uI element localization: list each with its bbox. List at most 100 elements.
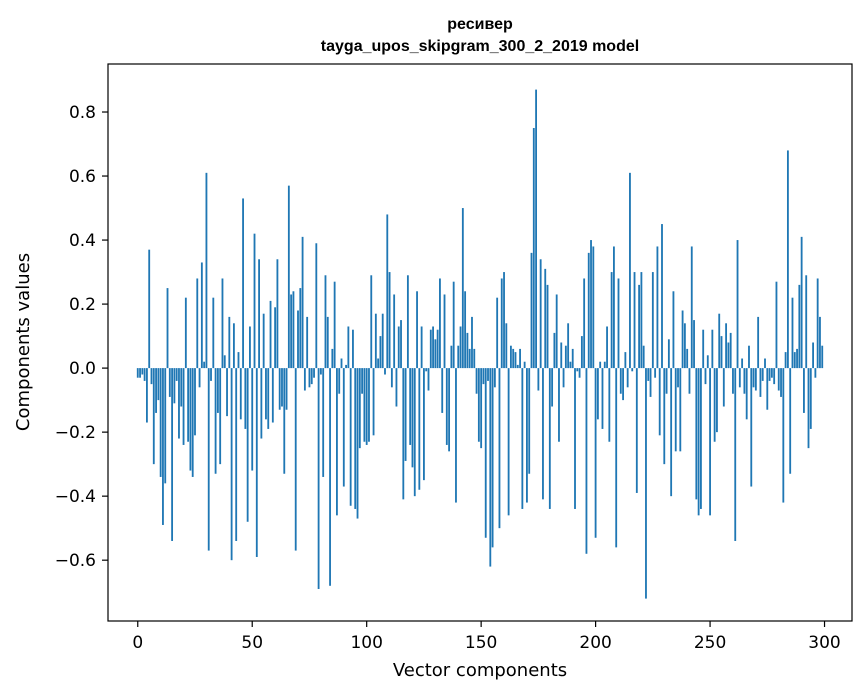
bar [336, 368, 338, 516]
bar [674, 368, 677, 452]
bar [146, 368, 148, 423]
bar [402, 368, 405, 500]
bar [688, 368, 691, 394]
bar [507, 368, 510, 516]
bar [173, 368, 176, 404]
bar [736, 240, 739, 369]
bar [423, 368, 425, 481]
bar [368, 368, 370, 442]
bar [322, 368, 325, 477]
bar [734, 368, 737, 541]
bar [345, 364, 347, 369]
y-tick-label: −0.2 [55, 423, 96, 443]
bar [377, 358, 380, 369]
bar [816, 278, 819, 369]
bar [269, 300, 272, 369]
bar [473, 348, 476, 369]
bar [388, 272, 391, 369]
bar [395, 368, 398, 407]
bar [267, 368, 270, 429]
y-axis-label: Components values [13, 253, 34, 431]
bar [521, 368, 524, 509]
bar [244, 368, 247, 429]
bar [416, 291, 418, 369]
bar [782, 368, 785, 503]
bar [496, 297, 499, 369]
bar [287, 185, 290, 369]
bar [139, 368, 141, 378]
bar [477, 368, 480, 442]
bar [578, 368, 581, 378]
bar [713, 368, 716, 442]
bar [553, 332, 556, 369]
y-axis-ticks: −0.6 −0.4 −0.2 0.0 0.2 0.4 0.6 0.8 [55, 103, 108, 571]
bar [819, 316, 821, 369]
bar [482, 368, 485, 385]
bar [800, 236, 803, 369]
bar [498, 368, 501, 529]
bar [306, 316, 309, 369]
bar [580, 336, 583, 369]
bar [574, 368, 576, 509]
bar [626, 368, 629, 388]
bar [564, 345, 567, 369]
bar [443, 294, 446, 369]
bar [439, 278, 441, 369]
bar [562, 368, 565, 388]
y-tick-label: 0.8 [69, 103, 96, 123]
bar [613, 246, 615, 369]
x-axis-label: Vector components [393, 660, 567, 681]
bar [718, 313, 721, 369]
bar [599, 361, 602, 369]
bar [805, 275, 808, 369]
bar [475, 368, 478, 394]
y-tick-label: 0.4 [69, 231, 96, 251]
bar [372, 368, 375, 436]
bar [166, 288, 169, 369]
bar [331, 348, 334, 369]
bar [784, 352, 787, 369]
bar [796, 348, 798, 369]
bar [777, 368, 780, 391]
bar [587, 252, 590, 369]
bar [821, 345, 824, 369]
bar [683, 323, 686, 369]
x-tick-label: 100 [350, 633, 382, 653]
bar [175, 368, 178, 381]
bar [615, 368, 618, 548]
bar [214, 368, 217, 474]
bar [338, 368, 341, 394]
bar [661, 224, 663, 369]
bar [448, 368, 451, 452]
bar [812, 342, 814, 369]
bar [768, 368, 771, 381]
bar [212, 297, 215, 369]
bar [640, 272, 643, 369]
bar [583, 278, 586, 369]
bar [709, 368, 711, 516]
bar [457, 345, 460, 369]
bar [789, 368, 792, 474]
bar [757, 316, 760, 369]
bar [155, 368, 157, 413]
bar [308, 368, 311, 388]
bar [260, 368, 263, 439]
bar [232, 323, 235, 369]
bar [514, 352, 517, 369]
bar [251, 368, 254, 471]
bar [519, 348, 521, 369]
bar [420, 326, 423, 369]
bar [384, 368, 386, 375]
bar [624, 352, 627, 369]
bar [706, 355, 709, 369]
bar [780, 368, 782, 397]
bar [464, 291, 467, 369]
bar [791, 297, 794, 369]
bar [700, 368, 702, 509]
bar [516, 364, 519, 369]
bar [409, 368, 412, 445]
bar [182, 368, 185, 445]
bar [361, 368, 364, 394]
bar [221, 278, 224, 369]
bar [761, 368, 764, 381]
